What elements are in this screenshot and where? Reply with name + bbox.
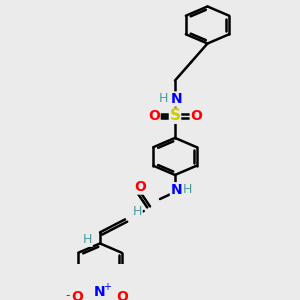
Text: H: H: [183, 183, 192, 196]
Text: +: +: [103, 282, 112, 292]
Text: N: N: [170, 92, 182, 106]
Text: H: H: [159, 92, 168, 105]
Text: O: O: [148, 109, 160, 123]
Text: H: H: [133, 206, 142, 218]
Text: N: N: [94, 285, 106, 298]
Text: O: O: [117, 290, 128, 300]
Text: -: -: [65, 289, 70, 300]
Text: N: N: [170, 183, 182, 197]
Text: O: O: [190, 109, 202, 123]
Text: H: H: [83, 233, 92, 246]
Text: O: O: [134, 180, 146, 194]
Text: O: O: [72, 290, 83, 300]
Text: S: S: [169, 108, 181, 123]
